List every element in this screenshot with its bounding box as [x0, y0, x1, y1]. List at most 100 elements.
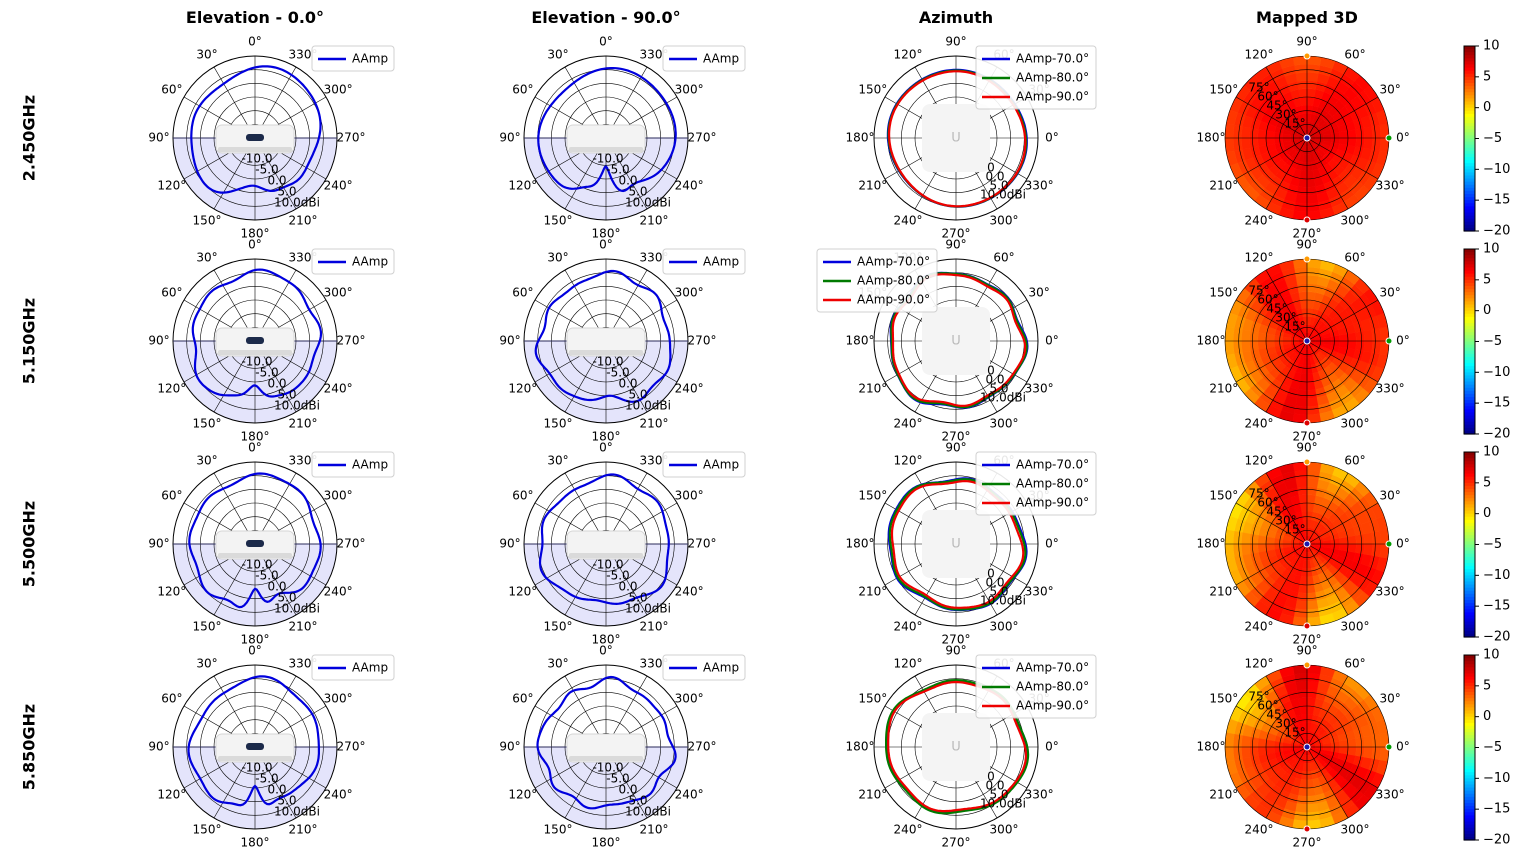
az-row1-angle-label: 300°	[990, 417, 1019, 431]
elev0-row2-radial-label: 10.0dBi	[274, 602, 320, 616]
map-row0-spoke	[1235, 137, 1308, 180]
map-row2-heat-cell	[1298, 584, 1308, 594]
elev90-row1-radial-label: -5.0	[606, 366, 629, 380]
elev0-row0-legend-label: AAmp	[352, 52, 388, 66]
colorbar-row1-gradient-step	[1464, 390, 1475, 395]
colorbar-row0-gradient-step	[1464, 227, 1475, 232]
elev90-row3-device-image	[566, 733, 646, 763]
elev0-row1-device-logo	[246, 337, 264, 344]
elev0-row1-radial-label: -10.0	[241, 355, 272, 369]
map-row1-heat-cell	[1298, 381, 1308, 391]
map-row1-angle-label: 270°	[1293, 430, 1322, 444]
colorbar-row1-tick-label: −20	[1483, 427, 1510, 442]
map-row0-angle-label: 120°	[1245, 47, 1274, 61]
elev90-row3-radial-label: 10.0dBi	[625, 805, 671, 819]
elev90-row1-angle-label: 330°	[640, 250, 669, 264]
elev0-row3-radial-label: 0.0	[267, 783, 286, 797]
elev90-row1-angle-label: 270°	[688, 334, 717, 348]
colorbar-row0-gradient-step	[1464, 55, 1475, 59]
map-row2-radial-label: 75°	[1248, 487, 1269, 501]
map-row2-heat-cell	[1363, 543, 1373, 556]
elev90-row1-legend-box	[662, 248, 746, 275]
colorbar-row0-gradient-step	[1464, 107, 1475, 112]
elev0-row0-pattern-line	[190, 65, 322, 194]
colorbar-row2-gradient-step	[1464, 485, 1475, 490]
az-row2-angle-label: 240°	[894, 620, 923, 634]
az-row3-legend-label: AAmp-70.0°	[1016, 661, 1089, 675]
map-row1-spoke	[1265, 340, 1308, 413]
elev0-row1-pattern-line	[191, 268, 323, 398]
elev90-row0-angle-label: 210°	[640, 214, 669, 228]
map-row3-heat-cell	[1299, 779, 1308, 789]
colorbar-row1-tick-label: 5	[1483, 272, 1491, 287]
az-row2-angle-label: 270°	[942, 633, 971, 647]
colorbar-row2-gradient-step	[1464, 498, 1475, 502]
colorbar-row0-gradient-step	[1464, 135, 1475, 140]
colorbar-row3: 10 5 0 −5 −10 −15 −20	[1463, 648, 1510, 848]
elev90-row2-device-shadow	[569, 553, 643, 558]
map-row0-angle-label: 240°	[1245, 214, 1274, 228]
colorbar-row3-gradient-step	[1464, 685, 1475, 690]
map-row2-radial-label: 60°	[1257, 496, 1278, 510]
colorbar-row3-gradient-step	[1464, 818, 1475, 823]
map-row3-heat-cell	[1241, 735, 1251, 748]
map-row1-heat-cell	[1306, 275, 1319, 285]
az-row2-device-top-image	[922, 510, 990, 578]
colorbar-row2-gradient-step	[1464, 532, 1475, 536]
elev0-row0-angle-label: 90°	[148, 131, 169, 145]
map-row0-heat-cell	[1232, 124, 1243, 139]
map-row3-marker-270	[1303, 825, 1311, 833]
az-row0-angle-label: 270°	[942, 227, 971, 241]
map-row2-spoke	[1306, 543, 1349, 616]
colorbar-row3-gradient-step	[1464, 744, 1475, 749]
elev0-row0-angle-label: 270°	[337, 131, 366, 145]
az-row2-angle-label: 330°	[1025, 585, 1054, 599]
map-row1-plot: 0° 30° 60° 90° 120° 150° 180° 210° 240° 270° 300° 3…	[1197, 238, 1410, 444]
map-row3-heat-cell	[1355, 736, 1365, 748]
row-label-0: 2.450GHz	[20, 95, 39, 181]
colorbar-row2-gradient-step	[1464, 513, 1475, 518]
colorbar-row1-gradient-step	[1464, 360, 1475, 364]
colorbar-row1-gradient-step	[1464, 421, 1475, 426]
map-row0-spoke	[1265, 137, 1308, 210]
colorbar-row2-gradient-step	[1464, 544, 1475, 549]
map-row2-heat-cell	[1224, 529, 1235, 545]
colorbar-row0-gradient-step	[1464, 86, 1475, 90]
map-row0-heat-cell	[1299, 170, 1308, 180]
map-row3-heat-cell	[1363, 735, 1373, 748]
colorbar-row3-gradient-step	[1464, 778, 1475, 783]
az-row1-legend-label: AAmp-80.0°	[857, 274, 930, 288]
colorbar-row3-gradient-step	[1464, 756, 1475, 761]
col-title-azimuth: Azimuth	[919, 8, 993, 27]
colorbar-row0-gradient-step	[1464, 147, 1475, 152]
elev90-row1-radial-label: 10.0dBi	[625, 399, 671, 413]
az-row0-legend-box	[975, 45, 1097, 110]
colorbar-row0-gradient-step	[1464, 79, 1475, 84]
map-row3-heat-cell	[1249, 746, 1259, 758]
colorbar-row0-gradient-step	[1464, 49, 1475, 53]
az-row0-angle-label: 300°	[990, 214, 1019, 228]
map-row1-heat-cell	[1249, 340, 1259, 352]
map-row3-marker-center	[1303, 743, 1311, 751]
map-row0-heat-cell	[1293, 202, 1308, 213]
colorbar-row1-gradient-step	[1464, 400, 1475, 404]
map-row1-angle-label: 240°	[1245, 417, 1274, 431]
map-row2-heat-cell	[1249, 543, 1259, 555]
colorbar-row0-gradient-step	[1464, 89, 1475, 93]
map-row3-heat-cell	[1241, 746, 1251, 759]
colorbar-row2-gradient-step	[1464, 590, 1475, 595]
map-row1-angle-label: 0°	[1396, 334, 1410, 348]
elev0-row1-angle-label: 90°	[148, 334, 169, 348]
colorbar-row3-gradient-step	[1464, 827, 1475, 832]
elev90-row0-pattern-line	[537, 67, 677, 193]
elev90-row2-angle-label: 270°	[688, 537, 717, 551]
col-title-mapped-3d: Mapped 3D	[1256, 8, 1358, 27]
map-row1-heat-cell	[1347, 340, 1357, 350]
colorbar-row2-gradient-step	[1464, 566, 1475, 570]
elev0-row0-angle-label: 0°	[248, 35, 262, 49]
elev0-row3-pattern-line	[187, 675, 320, 807]
colorbar-row2-gradient-step	[1464, 624, 1475, 629]
az-row1-angle-label: 330°	[1025, 382, 1054, 396]
elev0-row1-angle-label: 60°	[161, 286, 182, 300]
elev90-row1-angle-label: 180°	[592, 430, 621, 444]
